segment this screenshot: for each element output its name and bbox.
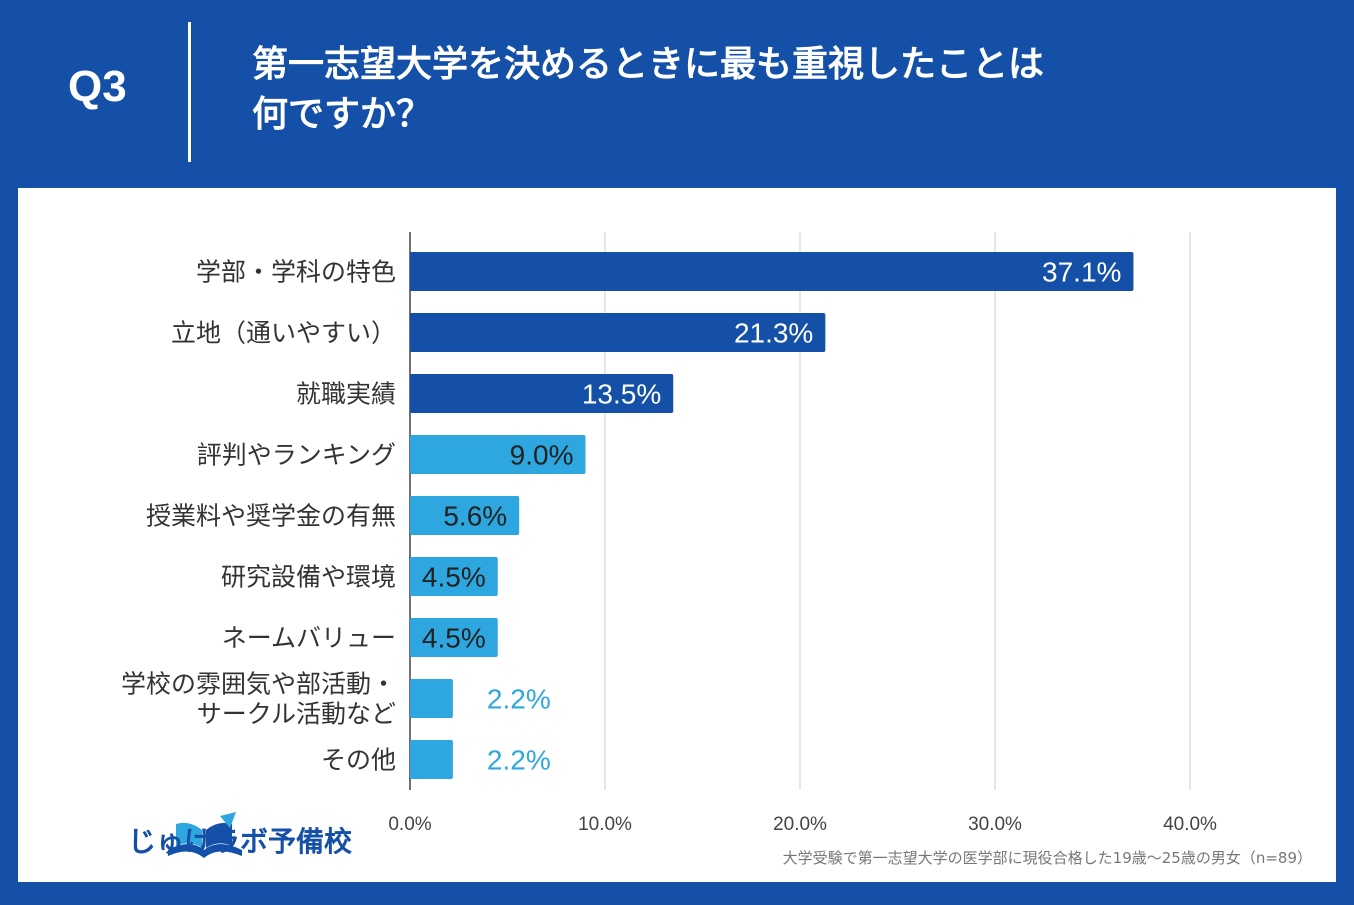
data-label: 9.0% <box>510 440 574 471</box>
question-title: 第一志望大学を決めるときに最も重視したことは 何ですか？ <box>252 40 1252 140</box>
bar <box>410 557 498 596</box>
x-tick-label: 40.0% <box>1163 814 1217 835</box>
category-label: 学部・学科の特色 <box>196 258 396 287</box>
bar <box>410 252 1134 291</box>
question-title-line2: 何ですか？ <box>252 94 433 135</box>
bar <box>410 618 498 657</box>
chart-panel <box>18 188 1336 882</box>
question-number: Q3 <box>68 62 127 111</box>
category-label: 就職実績 <box>296 380 396 409</box>
category-label: 研究設備や環境 <box>221 563 396 592</box>
category-label: サークル活動など <box>197 700 396 729</box>
category-label: 学校の雰囲気や部活動・ <box>121 670 396 699</box>
source-note: 大学受験で第一志望大学の医学部に現役合格した19歳〜25歳の男女（n=89） <box>782 849 1312 867</box>
data-label: 13.5% <box>582 379 661 410</box>
x-tick-label: 30.0% <box>968 814 1022 835</box>
book-icon <box>168 812 242 858</box>
x-tick-label: 0.0% <box>388 814 431 835</box>
category-label: 立地（通いやすい） <box>171 319 396 348</box>
x-tick-label: 20.0% <box>773 814 827 835</box>
category-label: 評判やランキング <box>197 441 396 470</box>
data-label: 2.2% <box>487 684 551 715</box>
header-divider <box>188 22 191 162</box>
bar <box>410 435 586 474</box>
data-label: 5.6% <box>443 501 507 532</box>
data-label: 21.3% <box>734 318 813 349</box>
category-label: 授業料や奨学金の有無 <box>146 502 396 531</box>
bar <box>410 496 520 535</box>
bar <box>410 679 453 718</box>
x-tick-label: 10.0% <box>578 814 632 835</box>
category-label: ネームバリュー <box>222 624 396 653</box>
data-label: 37.1% <box>1042 257 1121 288</box>
question-title-line1: 第一志望大学を決めるときに最も重視したことは <box>252 44 1045 85</box>
bar <box>410 313 826 352</box>
data-label: 2.2% <box>487 745 551 776</box>
category-label: その他 <box>321 746 396 775</box>
data-label: 4.5% <box>422 623 486 654</box>
logo-text: じゅけラボ予備校 <box>128 825 353 858</box>
bar <box>410 374 674 413</box>
data-label: 4.5% <box>422 562 486 593</box>
bar <box>410 740 453 779</box>
